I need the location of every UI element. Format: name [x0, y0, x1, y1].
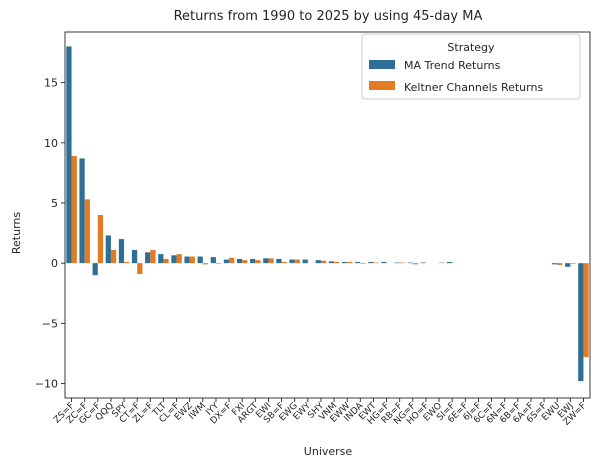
- bar-ma-trend-shy: [315, 260, 321, 264]
- bar-keltner-ctf: [137, 263, 143, 274]
- legend-frame: [361, 33, 581, 100]
- bar-keltner-ewj: [570, 263, 576, 264]
- legend-swatch-ma-trend: [369, 60, 395, 69]
- bar-keltner-iwm: [202, 263, 209, 265]
- bar-keltner-ngf: [412, 263, 419, 265]
- bar-keltner-ewo: [439, 262, 445, 264]
- bar-ma-trend-ewg: [289, 259, 295, 264]
- bar-ma-trend-ewz: [184, 256, 190, 264]
- bar-ma-trend-ewi: [263, 258, 269, 264]
- y-tick-label: 0: [51, 257, 58, 270]
- bar-ma-trend-zcf: [79, 158, 85, 264]
- chart-title: Returns from 1990 to 2025 by using 45-da…: [174, 9, 483, 24]
- bar-keltner-zcf: [84, 199, 90, 264]
- bar-ma-trend-ewt: [368, 261, 374, 264]
- bar-ma-trend-vnm: [328, 261, 335, 264]
- bar-ma-trend-iwm: [197, 256, 203, 264]
- bar-ma-trend-tlt: [158, 254, 164, 264]
- bar-ma-trend-eww: [341, 261, 348, 264]
- bar-ma-trend-dxf: [223, 259, 230, 264]
- bar-ma-trend-gcf: [92, 263, 98, 276]
- bar-keltner-zlf: [150, 249, 156, 264]
- bar-ma-trend-ewy: [302, 259, 308, 264]
- bar-keltner-ewu: [557, 263, 563, 265]
- bar-keltner-iyy: [215, 263, 222, 264]
- legend-swatch-keltner: [369, 81, 395, 90]
- bar-keltner-ewt: [373, 262, 379, 264]
- bar-ma-trend-clf: [171, 255, 177, 264]
- bar-ma-trend-ngf: [407, 262, 413, 264]
- x-axis-title: Universe: [304, 445, 353, 458]
- bar-ma-trend-zlf: [145, 252, 151, 264]
- bar-ma-trend-ewu: [551, 263, 558, 265]
- bar-keltner-inda: [360, 263, 366, 264]
- bar-ma-trend-inda: [355, 261, 361, 264]
- bar-keltner-ewi: [268, 258, 274, 264]
- bar-ma-trend-qqq: [105, 235, 111, 264]
- bar-keltner-zwf: [583, 263, 589, 358]
- bar-keltner-argt: [255, 260, 261, 264]
- legend-title: Strategy: [447, 41, 495, 54]
- bar-ma-trend-ewj: [565, 263, 571, 267]
- bar-keltner-eww: [347, 261, 353, 264]
- bar-keltner-gcf: [97, 215, 104, 264]
- bar-ma-trend-hgf: [381, 261, 387, 264]
- y-tick-label: 15: [44, 77, 58, 90]
- bar-ma-trend-sbf: [276, 258, 282, 264]
- bar-ma-trend-argt: [250, 258, 256, 264]
- legend-label-keltner: Keltner Channels Returns: [404, 81, 543, 94]
- bar-ma-trend-rbf: [394, 262, 400, 264]
- bar-keltner-vnm: [334, 261, 340, 264]
- bar-keltner-ewg: [294, 259, 300, 264]
- bar-ma-trend-zsf: [66, 46, 72, 264]
- bar-ma-trend-fxi: [236, 258, 243, 264]
- bar-keltner-fxi: [242, 260, 248, 264]
- bar-keltner-rbf: [399, 262, 405, 264]
- y-axis-title: Returns: [10, 212, 23, 255]
- bar-ma-trend-iyy: [210, 257, 216, 264]
- bar-keltner-dxf: [229, 257, 235, 264]
- bar-ma-trend-zwf: [578, 263, 584, 382]
- bar-keltner-clf: [176, 254, 182, 264]
- y-tick-label: 5: [51, 197, 58, 210]
- plot-frame: [64, 31, 591, 399]
- y-tick-label: −5: [42, 317, 58, 330]
- bar-keltner-ewz: [189, 256, 195, 264]
- bar-ma-trend-ctf: [131, 249, 138, 264]
- bar-keltner-tlt: [163, 258, 169, 264]
- y-tick-label: −10: [35, 378, 58, 391]
- y-tick-label: 10: [44, 137, 58, 150]
- bar-keltner-shy: [320, 260, 327, 264]
- bar-keltner-sbf: [281, 261, 287, 264]
- bar-ma-trend-sif: [446, 261, 453, 264]
- legend-label-ma-trend: MA Trend Returns: [404, 59, 501, 72]
- bar-ma-trend-spy: [118, 239, 125, 264]
- bar-keltner-qqq: [110, 249, 117, 264]
- bar-ma-trend-hof: [420, 262, 426, 264]
- bar-keltner-zsf: [71, 156, 77, 264]
- legend: Strategy MA Trend Returns Keltner Channe…: [361, 33, 581, 100]
- bar-keltner-spy: [124, 261, 130, 264]
